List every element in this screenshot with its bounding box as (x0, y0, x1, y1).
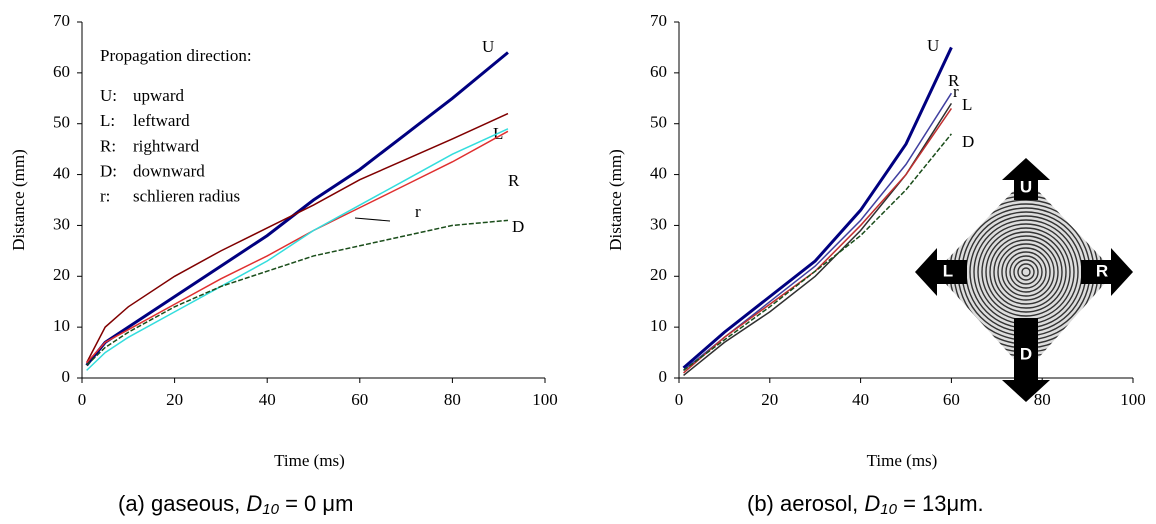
inset-arrow (1002, 318, 1050, 402)
x-tick-label: 0 (78, 390, 87, 409)
caption-prefix: (a) gaseous, (118, 491, 246, 516)
x-tick-label: 100 (532, 390, 558, 409)
leader-line (354, 217, 391, 222)
y-axis-title: Distance (mm) (606, 149, 625, 251)
line (85, 51, 509, 367)
legend-title: Propagation direction: (100, 46, 252, 65)
line (86, 219, 509, 366)
inset-label: D (1020, 344, 1032, 363)
y-tick-label: 40 (53, 163, 70, 182)
inset-ring (1009, 255, 1043, 289)
y-tick-label: 60 (650, 62, 667, 81)
legend-text: schlieren radius (133, 187, 240, 206)
inset-ring (997, 243, 1055, 301)
legend-key: r: (100, 187, 110, 206)
y-tick-label: 20 (650, 265, 667, 284)
x-tick-label: 0 (675, 390, 684, 409)
y-tick-label: 10 (650, 316, 667, 335)
x-tick-label: 80 (444, 390, 461, 409)
inset-arrow (915, 248, 967, 296)
x-tick-label: 40 (852, 390, 869, 409)
caption-subscript: 10 (880, 501, 897, 518)
inset-ring (993, 239, 1059, 305)
series-label: L (962, 95, 972, 114)
y-tick-label: 30 (650, 214, 667, 233)
caption: (a) gaseous, D10 = 0 μm (118, 491, 353, 518)
series-label: R (508, 171, 520, 190)
inset-label: U (1020, 177, 1032, 196)
y-tick-label: 10 (53, 316, 70, 335)
caption: (b) aerosol, D10 = 13μm. (747, 491, 984, 518)
y-tick-label: 30 (53, 214, 70, 233)
y-tick-label: 0 (659, 367, 668, 386)
legend-text: upward (133, 86, 184, 105)
legend-text: rightward (133, 136, 200, 155)
series-label: D (512, 217, 524, 236)
series-label: U (927, 36, 939, 55)
x-axis-title: Time (ms) (867, 451, 938, 470)
x-axis-title: Time (ms) (274, 451, 345, 470)
series-label: R (948, 71, 960, 90)
y-tick-label: 50 (650, 113, 667, 132)
y-axis-title: Distance (mm) (9, 149, 28, 251)
y-tick-label: 70 (53, 11, 70, 30)
legend-text: leftward (133, 111, 190, 130)
x-tick-label: 60 (943, 390, 960, 409)
x-tick-label: 80 (1034, 390, 1051, 409)
x-tick-label: 100 (1120, 390, 1146, 409)
caption-suffix: = 0 μm (279, 491, 353, 516)
series-label: D (962, 132, 974, 151)
x-tick-label: 40 (259, 390, 276, 409)
inset-arrow (1002, 158, 1050, 200)
caption-subscript: 10 (262, 501, 279, 518)
line (86, 128, 509, 371)
y-tick-label: 0 (62, 367, 71, 386)
inset-ring (1021, 267, 1031, 277)
legend-text: downward (133, 162, 205, 181)
inset-label: L (943, 261, 953, 280)
inset-label: R (1096, 261, 1108, 280)
inset-ring (981, 227, 1071, 317)
y-tick-label: 50 (53, 113, 70, 132)
inset-arrow (1081, 248, 1133, 296)
caption-prefix: (b) aerosol, (747, 491, 864, 516)
line (86, 130, 509, 364)
x-tick-label: 20 (166, 390, 183, 409)
y-tick-label: 40 (650, 163, 667, 182)
series-label: U (482, 37, 494, 56)
inset-ring (1005, 251, 1047, 293)
legend-key: L: (100, 111, 115, 130)
caption-suffix: = 13μm. (897, 491, 984, 516)
series-label: r (415, 202, 421, 221)
line (682, 46, 953, 369)
legend-key: R: (100, 136, 116, 155)
line (683, 133, 952, 371)
inset-ring (1013, 259, 1039, 285)
inset-ring (985, 231, 1067, 313)
inset-ring (1001, 247, 1051, 297)
inset-ring (1017, 263, 1035, 281)
series-label: r (953, 82, 959, 101)
caption-symbol: D (246, 491, 262, 516)
x-tick-label: 60 (351, 390, 368, 409)
legend-key: D: (100, 162, 117, 181)
line (85, 112, 509, 364)
legend-key: U: (100, 86, 117, 105)
inset-ring (989, 235, 1063, 309)
y-tick-label: 20 (53, 265, 70, 284)
y-tick-label: 60 (53, 62, 70, 81)
x-tick-label: 20 (761, 390, 778, 409)
y-tick-label: 70 (650, 11, 667, 30)
caption-symbol: D (864, 491, 880, 516)
